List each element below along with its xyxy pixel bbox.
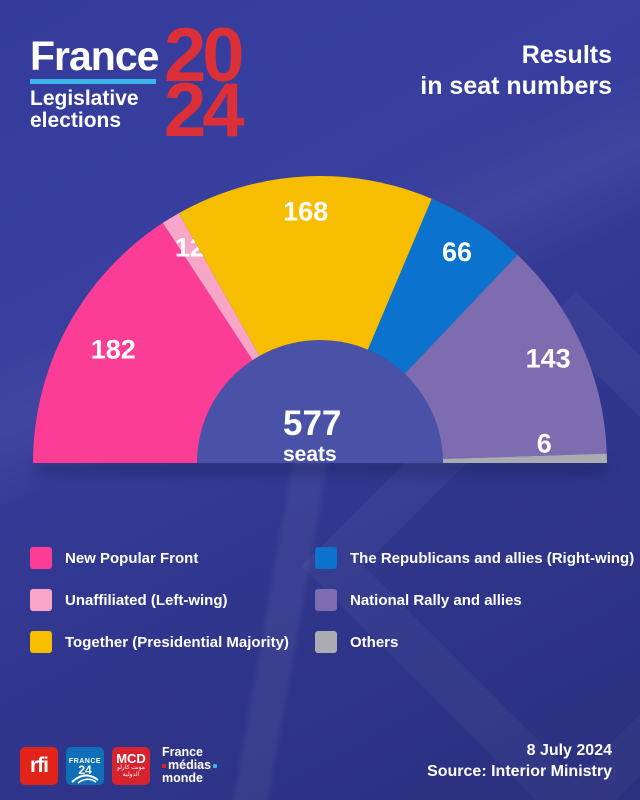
- logo-year: 20 24: [164, 13, 245, 153]
- date-and-source: 8 July 2024 Source: Interior Ministry: [427, 740, 612, 782]
- logo-brand: France: [30, 33, 159, 79]
- legend-item-together-presidential-majority: Together (Presidential Majority): [30, 631, 289, 653]
- legend-column-left: New Popular Front Unaffiliated (Left-wing…: [30, 547, 289, 673]
- chart-baseline-shadow: [36, 464, 606, 473]
- france-24-logo-text-bottom: 24: [78, 763, 92, 777]
- page-title: Results in seat numbers: [420, 40, 612, 102]
- legend-item-unaffiliated-left-wing: Unaffiliated (Left-wing): [30, 589, 289, 611]
- fmm-logo-line1: France: [162, 745, 203, 759]
- legend-label-unaffiliated-left-wing: Unaffiliated (Left-wing): [65, 591, 228, 609]
- france-24-waves-icon: [71, 774, 99, 784]
- legend-label-the-republicans-and-allies-right-wing: The Republicans and allies (Right-wing): [350, 549, 635, 567]
- legend-item-others: Others: [315, 631, 634, 653]
- fmm-logo-line2: médias: [162, 759, 218, 772]
- logo-year-bottom: 24: [164, 68, 245, 153]
- legend-swatch-unaffiliated-left-wing: [30, 589, 52, 611]
- logo-underline: [30, 79, 156, 84]
- total-seats-unit: seats: [283, 443, 337, 466]
- france-medias-monde-logo: France médias monde: [162, 745, 218, 785]
- logo-subtitle-line2: elections: [30, 109, 122, 132]
- fmm-blue-dot-icon: [213, 763, 218, 768]
- legend-swatch-the-republicans-and-allies-right-wing: [315, 547, 337, 569]
- segment-national-rally-and-allies: [404, 254, 607, 459]
- segment-unaffiliated-left-wing: [162, 213, 260, 361]
- logo-year-top: 20: [164, 13, 245, 98]
- rfi-logo: rfi: [20, 746, 58, 785]
- legend-item-the-republicans-and-allies-right-wing: The Republicans and allies (Right-wing): [315, 547, 634, 569]
- mcd-logo: MCD مونت كارلو الدولية: [112, 746, 150, 785]
- segment-value-new-popular-front: 182: [91, 334, 136, 364]
- total-seats-label: 577 seats: [283, 406, 341, 465]
- legend-label-others: Others: [350, 633, 399, 651]
- mcd-logo-text: MCD: [116, 751, 146, 766]
- segment-value-others: 6: [537, 428, 552, 458]
- legend-label-together-presidential-majority: Together (Presidential Majority): [65, 633, 289, 651]
- total-seats-value: 577: [283, 404, 342, 443]
- legend-item-national-rally-and-allies: National Rally and allies: [315, 589, 634, 611]
- page-title-line1: Results: [521, 41, 612, 69]
- legend-swatch-others: [315, 631, 337, 653]
- broadcaster-logos: rfi FRANCE 24 MCD مونت كارلو الدولية Fra…: [20, 745, 218, 785]
- segment-new-popular-front: [33, 222, 253, 463]
- segment-the-republicans-and-allies-right-wing: [367, 198, 518, 374]
- legend-label-new-popular-front: New Popular Front: [65, 549, 199, 567]
- chart-inner-hole: [197, 340, 443, 463]
- mcd-logo-arabic-text: مونت كارلو الدولية: [116, 765, 146, 778]
- legend-swatch-new-popular-front: [30, 547, 52, 569]
- france-2024-logo: 20 24 France Legislative elections: [30, 18, 260, 149]
- legend-swatch-together-presidential-majority: [30, 631, 52, 653]
- segment-value-together-presidential-majority: 168: [283, 197, 328, 227]
- logo-subtitle-line1: Legislative: [30, 87, 139, 110]
- fmm-logo-line3: monde: [162, 771, 203, 785]
- france-24-logo-text-top: FRANCE: [68, 758, 102, 765]
- legend-label-national-rally-and-allies: National Rally and allies: [350, 591, 522, 609]
- fmm-red-dot-icon: [162, 763, 166, 768]
- segment-others: [442, 453, 607, 463]
- segment-value-national-rally-and-allies: 143: [526, 344, 571, 374]
- source-attribution: Source: Interior Ministry: [427, 763, 612, 780]
- legend-swatch-national-rally-and-allies: [315, 589, 337, 611]
- france-24-logo: FRANCE 24: [66, 746, 104, 785]
- segment-value-the-republicans-and-allies-right-wing: 66: [442, 237, 472, 267]
- legend-item-new-popular-front: New Popular Front: [30, 547, 289, 569]
- segment-together-presidential-majority: [178, 176, 432, 356]
- page-title-line2: in seat numbers: [420, 72, 612, 100]
- rfi-logo-text: rfi: [30, 753, 49, 777]
- legend-column-right: The Republicans and allies (Right-wing) N…: [315, 547, 634, 673]
- publication-date: 8 July 2024: [526, 742, 612, 759]
